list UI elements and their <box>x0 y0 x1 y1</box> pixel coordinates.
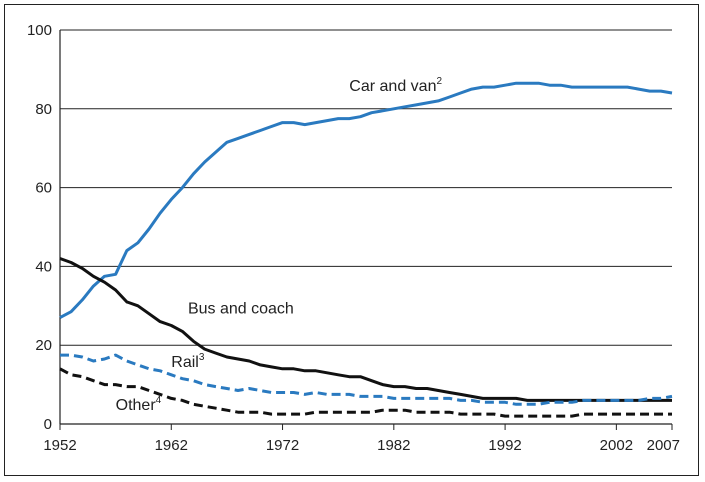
y-tick-label: 60 <box>35 180 52 197</box>
series-line-car-and-van <box>59 81 673 319</box>
x-tick-label: 1962 <box>155 437 188 454</box>
x-tick-label: 1972 <box>266 437 299 454</box>
series-label-other: Other4 <box>116 395 162 414</box>
x-tick-label: 1982 <box>377 437 410 454</box>
x-tick-label: 2002 <box>600 437 633 454</box>
series-label-bus-and-coach: Bus and coach <box>188 301 294 318</box>
y-tick-labels: 0 20 40 60 80 100 <box>27 22 52 433</box>
chart-frame <box>4 4 699 476</box>
series-line-rail <box>60 353 673 406</box>
gridlines <box>60 29 672 346</box>
series-line-other <box>59 367 672 418</box>
y-tick-label: 20 <box>35 337 52 354</box>
series-line-bus-and-coach <box>59 257 672 402</box>
series-label-rail: Rail3 <box>171 352 205 371</box>
axes <box>59 30 673 430</box>
x-tick-label: 2007 <box>647 437 680 454</box>
y-tick-label: 40 <box>35 258 52 275</box>
x-tick-labels: 1952 1962 1972 1982 1992 2002 2007 <box>43 437 680 454</box>
series-annotations: Car and van2 Bus and coach Rail3 Other4 <box>116 76 443 414</box>
x-tick-label: 1992 <box>488 437 521 454</box>
y-tick-label: 0 <box>44 416 52 433</box>
series-label-car-and-van: Car and van2 <box>349 76 442 95</box>
y-tick-label: 80 <box>35 101 52 118</box>
series-lines <box>59 81 673 418</box>
x-tick-label: 1952 <box>43 437 76 454</box>
y-tick-label: 100 <box>27 22 52 39</box>
